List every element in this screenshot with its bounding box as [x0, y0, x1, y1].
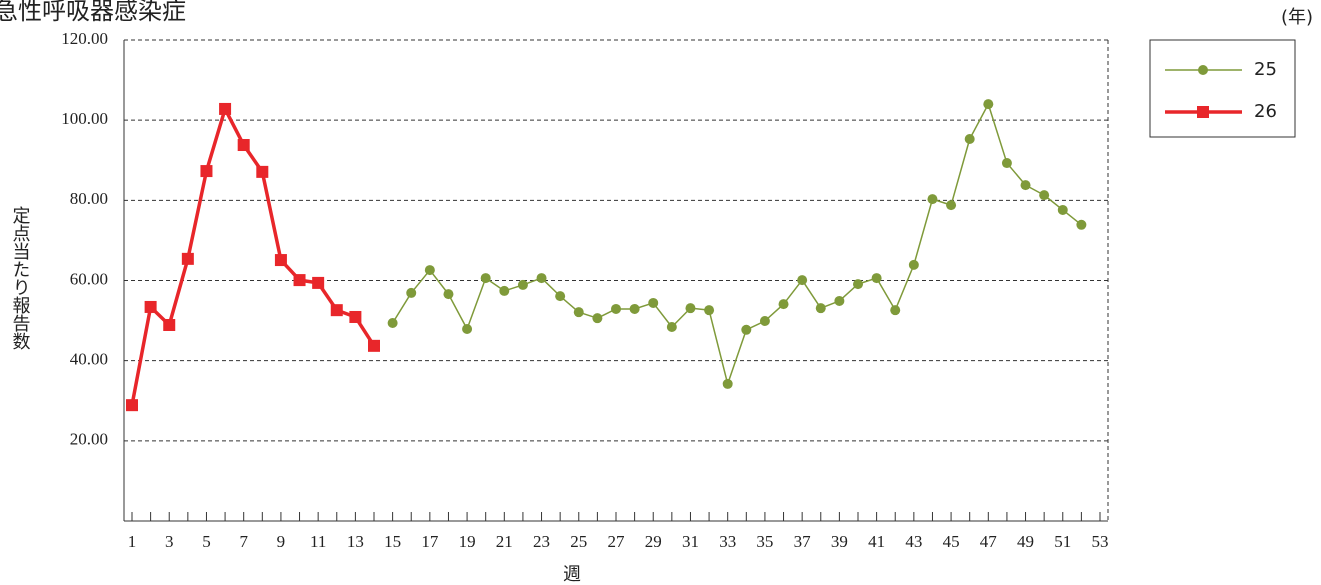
- data-point: [927, 194, 938, 205]
- data-point: [778, 299, 789, 310]
- data-point: [946, 200, 957, 211]
- data-point: [1076, 219, 1087, 230]
- legend-label: 26: [1254, 101, 1277, 122]
- x-tick-label: 33: [719, 532, 736, 551]
- x-tick-label: 3: [165, 532, 174, 551]
- x-tick-label: 29: [645, 532, 662, 551]
- data-point: [573, 307, 584, 318]
- data-point: [1020, 180, 1031, 191]
- x-tick-label: 27: [608, 532, 626, 551]
- data-point: [406, 287, 417, 298]
- x-axis-label: 週: [563, 564, 581, 585]
- data-point: [555, 291, 566, 302]
- data-point: [462, 324, 473, 335]
- data-point: [237, 139, 250, 152]
- data-point: [349, 310, 362, 323]
- data-point: [797, 275, 808, 286]
- data-point: [834, 295, 845, 306]
- data-point: [536, 273, 547, 284]
- data-point: [312, 276, 325, 289]
- data-point: [704, 305, 715, 316]
- series-line: [391, 103, 1082, 385]
- x-tick-label: 31: [682, 532, 699, 551]
- x-tick-label: 35: [756, 532, 773, 551]
- x-tick-label: 53: [1092, 532, 1109, 551]
- x-tick-label: 15: [384, 532, 401, 551]
- data-point: [443, 289, 454, 300]
- x-tick-label: 43: [905, 532, 922, 551]
- x-tick-label: 7: [239, 532, 248, 551]
- x-tick-label: 41: [868, 532, 885, 551]
- x-tick-label: 51: [1054, 532, 1071, 551]
- y-axis-label: 定点当たり報告数: [10, 206, 31, 350]
- x-tick-label: 9: [277, 532, 286, 551]
- data-point: [293, 274, 306, 287]
- data-point: [517, 279, 528, 290]
- data-point: [648, 297, 659, 308]
- y-tick-label: 60.00: [70, 269, 108, 288]
- data-point: [666, 321, 677, 332]
- x-tick-label: 21: [496, 532, 513, 551]
- data-point: [611, 303, 621, 314]
- data-point: [256, 165, 269, 178]
- data-point: [871, 273, 882, 284]
- data-point: [499, 285, 510, 296]
- data-point: [815, 303, 826, 314]
- y-tick-label: 80.00: [70, 189, 108, 208]
- data-point: [330, 304, 343, 317]
- data-point: [722, 378, 733, 389]
- data-point: [890, 305, 901, 316]
- data-point: [144, 300, 157, 313]
- data-point: [759, 315, 770, 326]
- y-tick-label: 40.00: [70, 350, 108, 369]
- data-point: [853, 279, 863, 290]
- y-tick-label: 120.00: [61, 29, 108, 48]
- data-point: [629, 303, 640, 314]
- data-point: [368, 339, 380, 352]
- y-tick-label: 100.00: [61, 109, 108, 128]
- data-point: [181, 252, 194, 265]
- x-tick-label: 17: [421, 532, 439, 551]
- data-point: [1001, 158, 1012, 169]
- x-tick-label: 13: [347, 532, 364, 551]
- x-tick-label: 37: [794, 532, 812, 551]
- data-point: [274, 254, 287, 267]
- x-tick-label: 5: [202, 532, 211, 551]
- legend-title: (年): [1281, 7, 1313, 28]
- y-tick-label: 20.00: [70, 430, 108, 449]
- legend-marker: [1198, 65, 1208, 75]
- x-tick-label: 11: [310, 532, 326, 551]
- x-tick-label: 45: [943, 532, 960, 551]
- data-point: [126, 399, 138, 412]
- legend-box: [1149, 39, 1296, 138]
- x-tick-label: 47: [980, 532, 998, 551]
- data-point: [964, 134, 975, 145]
- legend-marker: [1197, 106, 1209, 118]
- x-tick-label: 49: [1017, 532, 1034, 551]
- data-point: [685, 303, 696, 314]
- data-point: [1039, 190, 1050, 201]
- x-tick-label: 39: [831, 532, 848, 551]
- data-point: [387, 317, 398, 328]
- x-tick-label: 23: [533, 532, 550, 551]
- data-point: [1057, 204, 1068, 215]
- legend-label: 25: [1254, 59, 1277, 80]
- data-point: [741, 324, 752, 335]
- data-point: [480, 273, 491, 284]
- chart-title: 急性呼吸器感染症: [0, 0, 186, 25]
- data-point: [163, 318, 176, 331]
- data-point: [983, 99, 994, 110]
- data-point: [592, 313, 603, 324]
- data-point: [424, 265, 435, 276]
- data-point: [219, 102, 232, 115]
- x-tick-label: 1: [128, 532, 137, 551]
- data-point: [200, 165, 213, 178]
- x-tick-label: 25: [570, 532, 587, 551]
- x-tick-label: 19: [459, 532, 476, 551]
- data-point: [908, 259, 919, 270]
